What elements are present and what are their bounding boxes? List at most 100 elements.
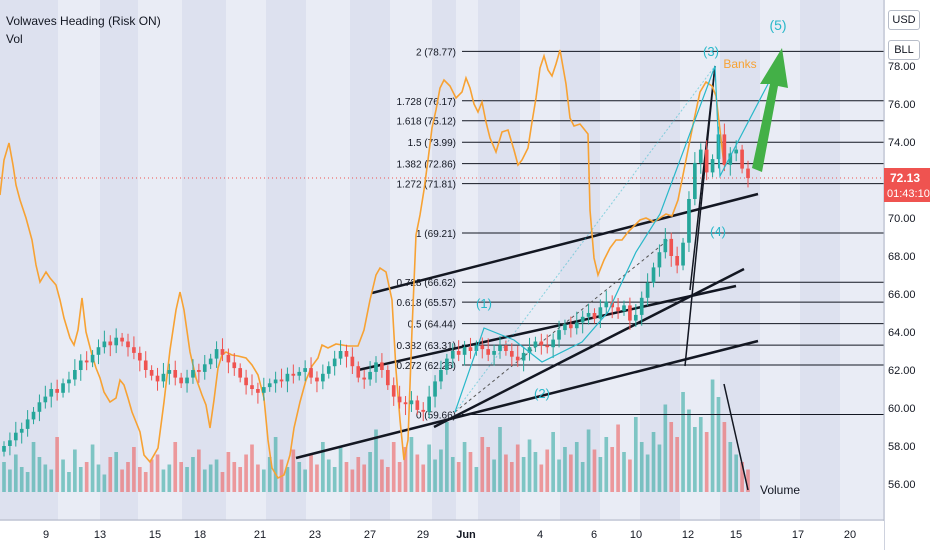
volume-bar (185, 467, 189, 492)
candle-body (179, 377, 183, 384)
candle-body (132, 347, 136, 353)
fib-level-label: 0.382 (63.31) (397, 341, 457, 352)
volume-bar (509, 462, 514, 492)
channel-lower (295, 339, 759, 460)
candle-body (403, 402, 408, 405)
candle-body (669, 238, 674, 256)
time-axis: 9 13 15 18 21 23 27 29 Jun 4 6 10 12 15 17 20 (0, 521, 884, 550)
candle-body (439, 370, 443, 382)
y-tick-label: 60.00 (888, 403, 916, 415)
candle-body (208, 358, 213, 365)
volume-bar (55, 437, 59, 492)
volume-bar (427, 444, 431, 492)
volume-bar (315, 464, 319, 492)
volume-bar (527, 439, 532, 492)
candle-body (114, 337, 119, 346)
volume-bar (8, 469, 12, 492)
candle-body (137, 352, 142, 361)
volume-bar (533, 452, 538, 492)
x-tick-label: 15 (149, 529, 161, 541)
volume-indicator-label[interactable]: Vol (6, 32, 23, 46)
candle-body (362, 377, 367, 380)
volume-bar (31, 442, 36, 492)
candle-body (633, 314, 638, 321)
volume-bar (143, 472, 148, 492)
volume-bar (462, 442, 467, 492)
wave-path (454, 65, 769, 413)
volume-bar (610, 447, 615, 492)
candle-body (191, 370, 195, 378)
volume-bar (604, 437, 609, 492)
volume-bar (716, 397, 721, 492)
currency-button[interactable]: USD (888, 10, 920, 30)
volume-bar (439, 449, 443, 492)
volume-bar (734, 454, 739, 492)
wave-4-label: (4) (710, 224, 726, 239)
y-tick-label: 76.00 (888, 99, 916, 111)
candle-body (31, 411, 36, 420)
price-axis: 56.00 58.00 60.00 62.00 64.00 66.00 68.00 70.00… (885, 0, 932, 550)
candle-body (687, 199, 691, 243)
candle-body (167, 370, 172, 374)
candle-body (397, 396, 402, 403)
x-tick-label: 13 (94, 529, 106, 541)
wave-guide (454, 65, 716, 413)
volume-bar (622, 452, 626, 492)
price-badge-countdown: 01:43:10 (887, 188, 930, 200)
candle-body (380, 362, 384, 370)
fib-level-label: 0.618 (65.57) (397, 298, 457, 309)
volume-bar (669, 422, 674, 492)
candle-body (256, 389, 260, 393)
candle-body (746, 168, 750, 179)
candle-body (557, 330, 561, 340)
candle-body (90, 354, 95, 363)
x-tick-label: 4 (537, 529, 543, 541)
target-arrow (752, 48, 788, 172)
candle-body (368, 371, 372, 380)
candle-body (261, 387, 266, 393)
volume-bar (704, 432, 709, 492)
candle-body (456, 351, 461, 355)
candle-body (214, 349, 219, 359)
candle-body (704, 149, 709, 173)
candle-body (149, 370, 154, 376)
volume-bar (114, 452, 119, 492)
fib-level-label: 1.618 (75.12) (397, 117, 457, 128)
x-tick-label: 20 (844, 529, 856, 541)
symbol-button[interactable]: BLL (888, 40, 920, 60)
volume-bar (67, 472, 71, 492)
candle-body (421, 409, 426, 412)
candle-body (120, 337, 124, 342)
candle-body (374, 362, 378, 372)
candle-body (586, 313, 591, 317)
candle-body (710, 159, 715, 173)
candle-body (273, 379, 278, 384)
candle-body (143, 360, 148, 370)
volume-bar (728, 442, 733, 492)
volume-bar (273, 437, 278, 492)
wave-1-label: (1) (476, 296, 492, 311)
candle-body (657, 252, 662, 268)
volume-bar (285, 467, 290, 492)
volume-bar (486, 447, 491, 492)
candle-body (279, 379, 284, 382)
volume-bar (84, 462, 89, 492)
x-tick-label: 10 (630, 529, 642, 541)
candle-body (267, 383, 272, 388)
volume-bar (96, 464, 101, 492)
volume-bar (261, 469, 266, 492)
candle-body (515, 356, 520, 361)
chart-title[interactable]: Volwaves Heading (Risk ON) (6, 14, 161, 28)
y-tick-label: 62.00 (888, 365, 916, 377)
candle-body (734, 149, 739, 154)
candle-body (391, 385, 396, 397)
candle-body (303, 368, 307, 372)
price-badge-value: 72.13 (890, 171, 920, 185)
x-tick-label: 29 (417, 529, 429, 541)
candle-body (126, 341, 130, 348)
volume-bar (338, 447, 343, 492)
candle-body (639, 297, 644, 315)
volume-bar (450, 457, 455, 492)
